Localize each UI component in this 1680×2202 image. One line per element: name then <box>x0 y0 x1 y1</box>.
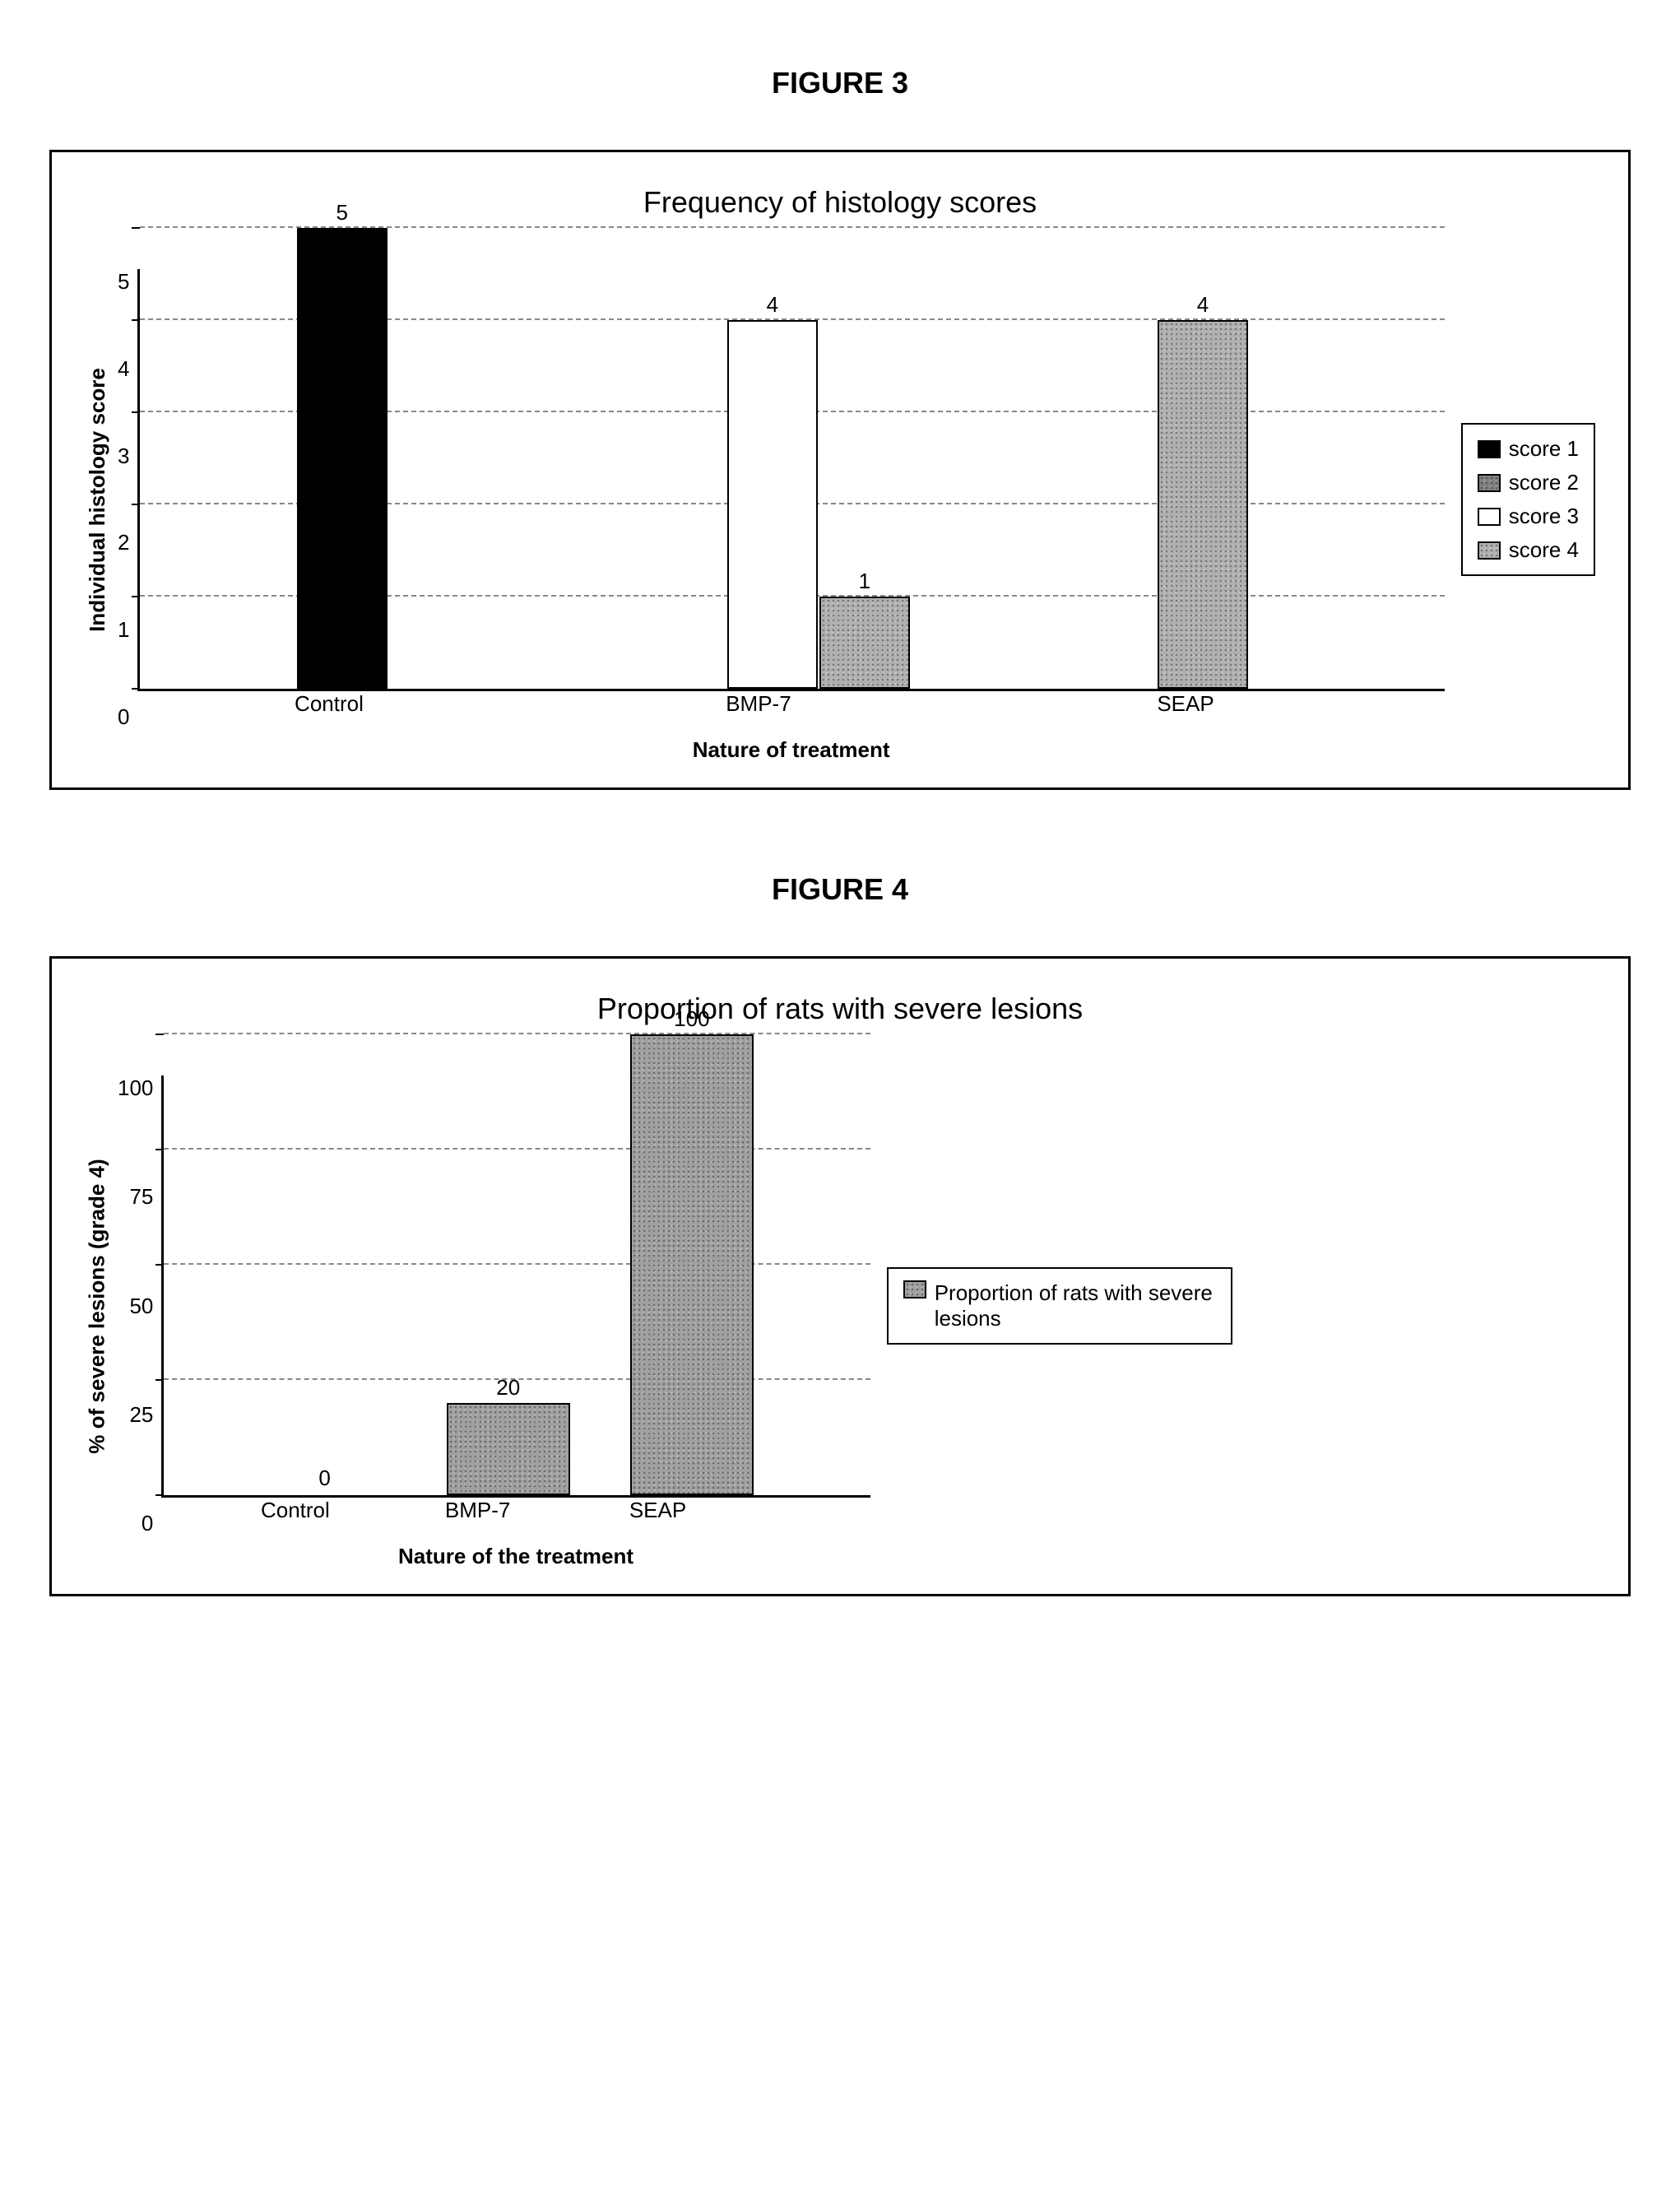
figure3-ytick: 1 <box>118 617 129 643</box>
figure4-gridline <box>164 1263 870 1265</box>
figure4-gridline <box>164 1033 870 1034</box>
figure3-legend-label: score 3 <box>1509 504 1579 529</box>
figure3-plot-area: 5414 <box>137 269 1444 691</box>
figure3-title: Frequency of histology scores <box>77 185 1603 220</box>
figure3-box: Frequency of histology scores Individual… <box>49 150 1631 790</box>
figure3-xtick: Control <box>295 691 364 717</box>
figure4-ytick-mark <box>155 1034 164 1035</box>
figure3-ytick-mark <box>132 411 140 413</box>
figure3-legend-swatch <box>1478 440 1501 458</box>
figure3-xtick: BMP-7 <box>726 691 791 717</box>
figure3-bar-group: 4 <box>1158 320 1248 689</box>
figure3-bar-group: 41 <box>727 320 910 689</box>
figure4-legend-label: Proportion of rats with severe lesions <box>935 1280 1216 1331</box>
figure4-ytick: 100 <box>118 1075 153 1101</box>
figure3-ytick-mark <box>132 227 140 229</box>
figure4-xlabel: Nature of the treatment <box>161 1544 870 1569</box>
figure4-chart-container: % of severe lesions (grade 4) 100 75 50 25 0… <box>77 1043 1603 1569</box>
figure3-legend-row: score 2 <box>1478 470 1579 495</box>
figure3-ytick: 4 <box>118 356 129 382</box>
figure4-ylabel-wrap: % of severe lesions (grade 4) <box>77 1043 118 1569</box>
figure3-legend-side: score 1 score 2 score 3 score 4 <box>1445 236 1603 763</box>
figure3-ytick: 5 <box>118 269 129 295</box>
figure4-xtick: SEAP <box>629 1498 686 1523</box>
figure3-bar-label: 5 <box>336 200 347 225</box>
figure3-ytick: 3 <box>118 444 129 469</box>
figure4-plot-wrap: 020100 ControlBMP-7SEAP Nature of the tr… <box>161 1043 870 1569</box>
figure3-legend-swatch <box>1478 541 1501 560</box>
figure4-ytick-mark <box>155 1494 164 1496</box>
figure4-ytick-mark <box>155 1379 164 1381</box>
figure3-xticks: Control BMP-7 SEAP <box>137 691 1444 721</box>
figure4-legend-swatch <box>903 1280 926 1298</box>
figure4-bar-label: 20 <box>496 1375 520 1401</box>
figure3-ytick-mark <box>132 688 140 690</box>
figure3-yticks: 5 4 3 2 1 0 <box>118 269 137 730</box>
figure3-legend-label: score 1 <box>1509 436 1579 462</box>
figure4-bar: 100 <box>630 1034 754 1495</box>
figure4-bar-group: 20 <box>447 1403 570 1495</box>
figure4-legend: Proportion of rats with severe lesions <box>887 1267 1232 1345</box>
figure3-xtick: SEAP <box>1157 691 1214 717</box>
figure4-yticks: 100 75 50 25 0 <box>118 1075 161 1536</box>
figure4-legend-side: Proportion of rats with severe lesions <box>870 1043 1603 1569</box>
figure4-ytick-mark <box>155 1149 164 1150</box>
figure4-legend-row: Proportion of rats with severe lesions <box>903 1280 1216 1331</box>
figure4-bar-label: 100 <box>674 1006 709 1032</box>
figure4-bar-label: 0 <box>318 1466 330 1491</box>
figure3-ytick-mark <box>132 596 140 597</box>
figure3-ytick: 0 <box>118 704 129 730</box>
figure3-ytick-mark <box>132 504 140 505</box>
figure3-ytick-mark <box>132 319 140 321</box>
figure4-ytick: 0 <box>142 1511 153 1536</box>
figure3-legend-row: score 1 <box>1478 436 1579 462</box>
figure3-legend-row: score 4 <box>1478 537 1579 563</box>
figure4-ytick: 25 <box>129 1402 153 1428</box>
figure4-label: FIGURE 4 <box>49 872 1631 907</box>
figure4-xticks: Control BMP-7 SEAP <box>161 1498 870 1527</box>
figure3-plot-wrap: 5414 Control BMP-7 SEAP Nature of treatmen… <box>137 236 1444 763</box>
figure4-ylabel: % of severe lesions (grade 4) <box>85 1159 110 1453</box>
figure3-legend-label: score 4 <box>1509 537 1579 563</box>
figure3-label: FIGURE 3 <box>49 66 1631 100</box>
figure3-legend: score 1 score 2 score 3 score 4 <box>1461 423 1595 576</box>
figure3-ylabel-wrap: Individual histology score <box>77 236 118 763</box>
figure4-gridline <box>164 1148 870 1150</box>
figure3-bar: 5 <box>297 228 388 689</box>
figure4-bar-group: 100 <box>630 1034 754 1495</box>
figure4-ytick-mark <box>155 1264 164 1266</box>
figure3-legend-swatch <box>1478 508 1501 526</box>
figure3-xlabel: Nature of treatment <box>137 737 1444 763</box>
figure4-ytick: 50 <box>129 1294 153 1319</box>
figure3-legend-swatch <box>1478 474 1501 492</box>
figure3-bar: 4 <box>1158 320 1248 689</box>
figure3-bar-label: 4 <box>767 292 778 318</box>
figure4-bar: 20 <box>447 1403 570 1495</box>
figure3-chart-container: Individual histology score 5 4 3 2 1 0 5414 C… <box>77 236 1603 763</box>
figure4-title: Proportion of rats with severe lesions <box>77 992 1603 1026</box>
figure3-bar: 1 <box>819 597 910 689</box>
figure3-bar-label: 1 <box>859 569 870 594</box>
figure4-xtick: BMP-7 <box>445 1498 510 1523</box>
figure3-bar-group: 5 <box>297 228 388 689</box>
figure3-legend-row: score 3 <box>1478 504 1579 529</box>
figure4-box: Proportion of rats with severe lesions %… <box>49 956 1631 1596</box>
figure3-ytick: 2 <box>118 530 129 555</box>
figure4-ytick: 75 <box>129 1184 153 1210</box>
figure3-bar-label: 4 <box>1197 292 1209 318</box>
figure4-xtick: Control <box>261 1498 330 1523</box>
figure3-legend-label: score 2 <box>1509 470 1579 495</box>
figure3-bar: 4 <box>727 320 818 689</box>
figure3-ylabel: Individual histology score <box>85 368 110 632</box>
figure4-plot-area: 020100 <box>161 1075 870 1498</box>
